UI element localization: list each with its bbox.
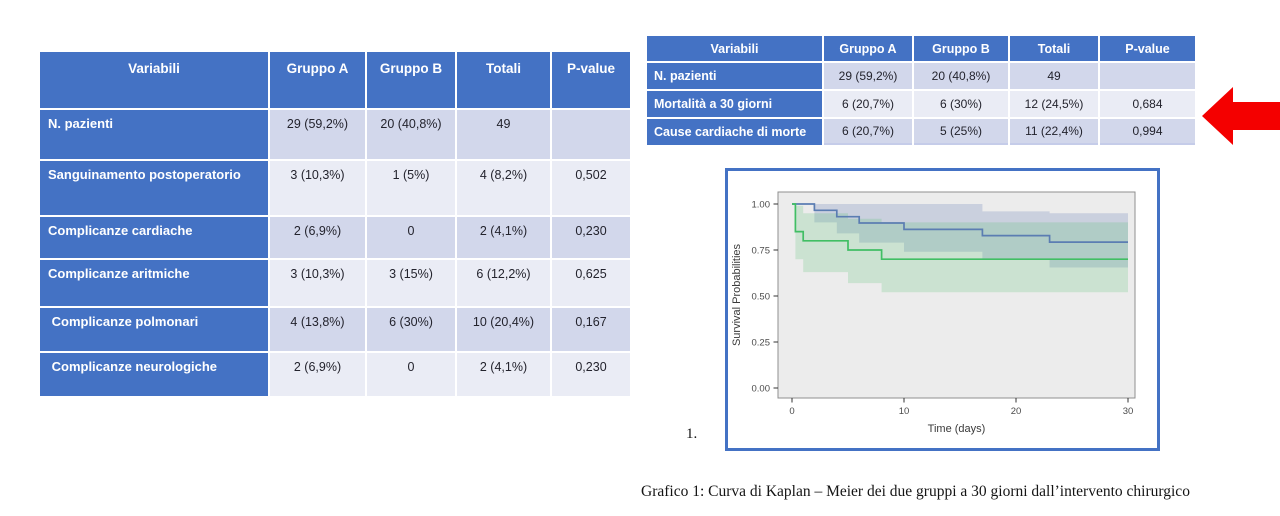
table-cell: 10 (20,4%) bbox=[457, 308, 550, 351]
table-cell: 29 (59,2%) bbox=[824, 63, 912, 89]
table-row: Complicanze polmonari 4 (13,8%) 6 (30%) … bbox=[40, 308, 630, 351]
svg-text:1.00: 1.00 bbox=[752, 200, 771, 211]
table-header-row: Variabili Gruppo A Gruppo B Totali P-val… bbox=[40, 52, 630, 108]
svg-text:0.50: 0.50 bbox=[752, 292, 771, 303]
mortality-table: Variabili Gruppo A Gruppo B Totali P-val… bbox=[645, 34, 1197, 147]
table-cell: 6 (20,7%) bbox=[824, 119, 912, 145]
header-gruppo-a: Gruppo A bbox=[824, 36, 912, 61]
table-cell: 49 bbox=[457, 110, 550, 159]
row-label: Complicanze polmonari bbox=[40, 308, 268, 351]
table-row: N. pazienti 29 (59,2%) 20 (40,8%) 49 bbox=[647, 63, 1195, 89]
table-cell: 0 bbox=[367, 353, 455, 396]
svg-text:0.75: 0.75 bbox=[752, 246, 771, 257]
kaplan-meier-chart: 0.00 0.25 0.50 0.75 1.00 0 10 20 30 Time (days) Su… bbox=[731, 191, 1136, 435]
table-cell: 3 (10,3%) bbox=[270, 260, 365, 306]
table-cell: 0,167 bbox=[552, 308, 630, 351]
row-label: Mortalità a 30 giorni bbox=[647, 91, 822, 117]
red-arrow-callout bbox=[1202, 87, 1280, 145]
row-label: Sanguinamento postoperatorio bbox=[40, 161, 268, 215]
table-cell: 4 (13,8%) bbox=[270, 308, 365, 351]
table-cell: 0,625 bbox=[552, 260, 630, 306]
table-row: Sanguinamento postoperatorio 3 (10,3%) 1… bbox=[40, 161, 630, 215]
table-cell: 0,502 bbox=[552, 161, 630, 215]
left-arrow-icon bbox=[1202, 87, 1280, 145]
row-label: Complicanze neurologiche bbox=[40, 353, 268, 396]
table-cell: 6 (30%) bbox=[914, 91, 1008, 117]
table-row: N. pazienti 29 (59,2%) 20 (40,8%) 49 bbox=[40, 110, 630, 159]
svg-text:0.00: 0.00 bbox=[752, 384, 771, 395]
row-label: Complicanze cardiache bbox=[40, 217, 268, 258]
table-cell: 2 (4,1%) bbox=[457, 353, 550, 396]
header-gruppo-b: Gruppo B bbox=[367, 52, 455, 108]
header-p-value: P-value bbox=[1100, 36, 1195, 61]
header-gruppo-b: Gruppo B bbox=[914, 36, 1008, 61]
table-cell bbox=[552, 110, 630, 159]
table-header-row: Variabili Gruppo A Gruppo B Totali P-val… bbox=[647, 36, 1195, 61]
table-cell: 4 (8,2%) bbox=[457, 161, 550, 215]
table-cell: 20 (40,8%) bbox=[914, 63, 1008, 89]
table-cell: 20 (40,8%) bbox=[367, 110, 455, 159]
table-cell: 2 (6,9%) bbox=[270, 353, 365, 396]
table-cell: 6 (20,7%) bbox=[824, 91, 912, 117]
km-chart-frame: 0.00 0.25 0.50 0.75 1.00 0 10 20 30 Time (days) Su… bbox=[725, 168, 1160, 451]
header-totali: Totali bbox=[457, 52, 550, 108]
table-cell: 3 (10,3%) bbox=[270, 161, 365, 215]
table-row: Mortalità a 30 giorni 6 (20,7%) 6 (30%) … bbox=[647, 91, 1195, 117]
row-label: Cause cardiache di morte bbox=[647, 119, 822, 145]
table-cell: 2 (6,9%) bbox=[270, 217, 365, 258]
header-totali: Totali bbox=[1010, 36, 1098, 61]
row-label: N. pazienti bbox=[647, 63, 822, 89]
table-cell: 5 (25%) bbox=[914, 119, 1008, 145]
table-cell: 11 (22,4%) bbox=[1010, 119, 1098, 145]
svg-text:Time (days): Time (days) bbox=[928, 423, 986, 435]
table-cell: 29 (59,2%) bbox=[270, 110, 365, 159]
table-cell: 6 (12,2%) bbox=[457, 260, 550, 306]
table-row: Complicanze aritmiche 3 (10,3%) 3 (15%) … bbox=[40, 260, 630, 306]
svg-text:0.25: 0.25 bbox=[752, 338, 771, 349]
table-cell: 49 bbox=[1010, 63, 1098, 89]
svg-text:10: 10 bbox=[899, 406, 910, 417]
row-label: N. pazienti bbox=[40, 110, 268, 159]
figure-caption: Grafico 1: Curva di Kaplan – Meier dei d… bbox=[641, 483, 1190, 500]
table-cell: 12 (24,5%) bbox=[1010, 91, 1098, 117]
svg-text:Survival Probabilities: Survival Probabilities bbox=[731, 243, 743, 346]
list-number: 1. bbox=[686, 426, 698, 442]
svg-text:30: 30 bbox=[1123, 406, 1134, 417]
table-cell: 3 (15%) bbox=[367, 260, 455, 306]
table-cell: 0 bbox=[367, 217, 455, 258]
svg-text:0: 0 bbox=[789, 406, 794, 417]
table-cell: 0,994 bbox=[1100, 119, 1195, 145]
row-label: Complicanze aritmiche bbox=[40, 260, 268, 306]
table-cell: 0,230 bbox=[552, 217, 630, 258]
table-cell: 2 (4,1%) bbox=[457, 217, 550, 258]
table-cell: 6 (30%) bbox=[367, 308, 455, 351]
header-p-value: P-value bbox=[552, 52, 630, 108]
table-row: Cause cardiache di morte 6 (20,7%) 5 (25… bbox=[647, 119, 1195, 145]
table-row: Complicanze neurologiche 2 (6,9%) 0 2 (4… bbox=[40, 353, 630, 396]
table-cell bbox=[1100, 63, 1195, 89]
table-cell: 0,684 bbox=[1100, 91, 1195, 117]
header-variabili: Variabili bbox=[40, 52, 268, 108]
table-row: Complicanze cardiache 2 (6,9%) 0 2 (4,1%… bbox=[40, 217, 630, 258]
header-variabili: Variabili bbox=[647, 36, 822, 61]
table-cell: 0,230 bbox=[552, 353, 630, 396]
table-cell: 1 (5%) bbox=[367, 161, 455, 215]
header-gruppo-a: Gruppo A bbox=[270, 52, 365, 108]
complications-table: Variabili Gruppo A Gruppo B Totali P-val… bbox=[38, 50, 632, 398]
svg-text:20: 20 bbox=[1011, 406, 1022, 417]
